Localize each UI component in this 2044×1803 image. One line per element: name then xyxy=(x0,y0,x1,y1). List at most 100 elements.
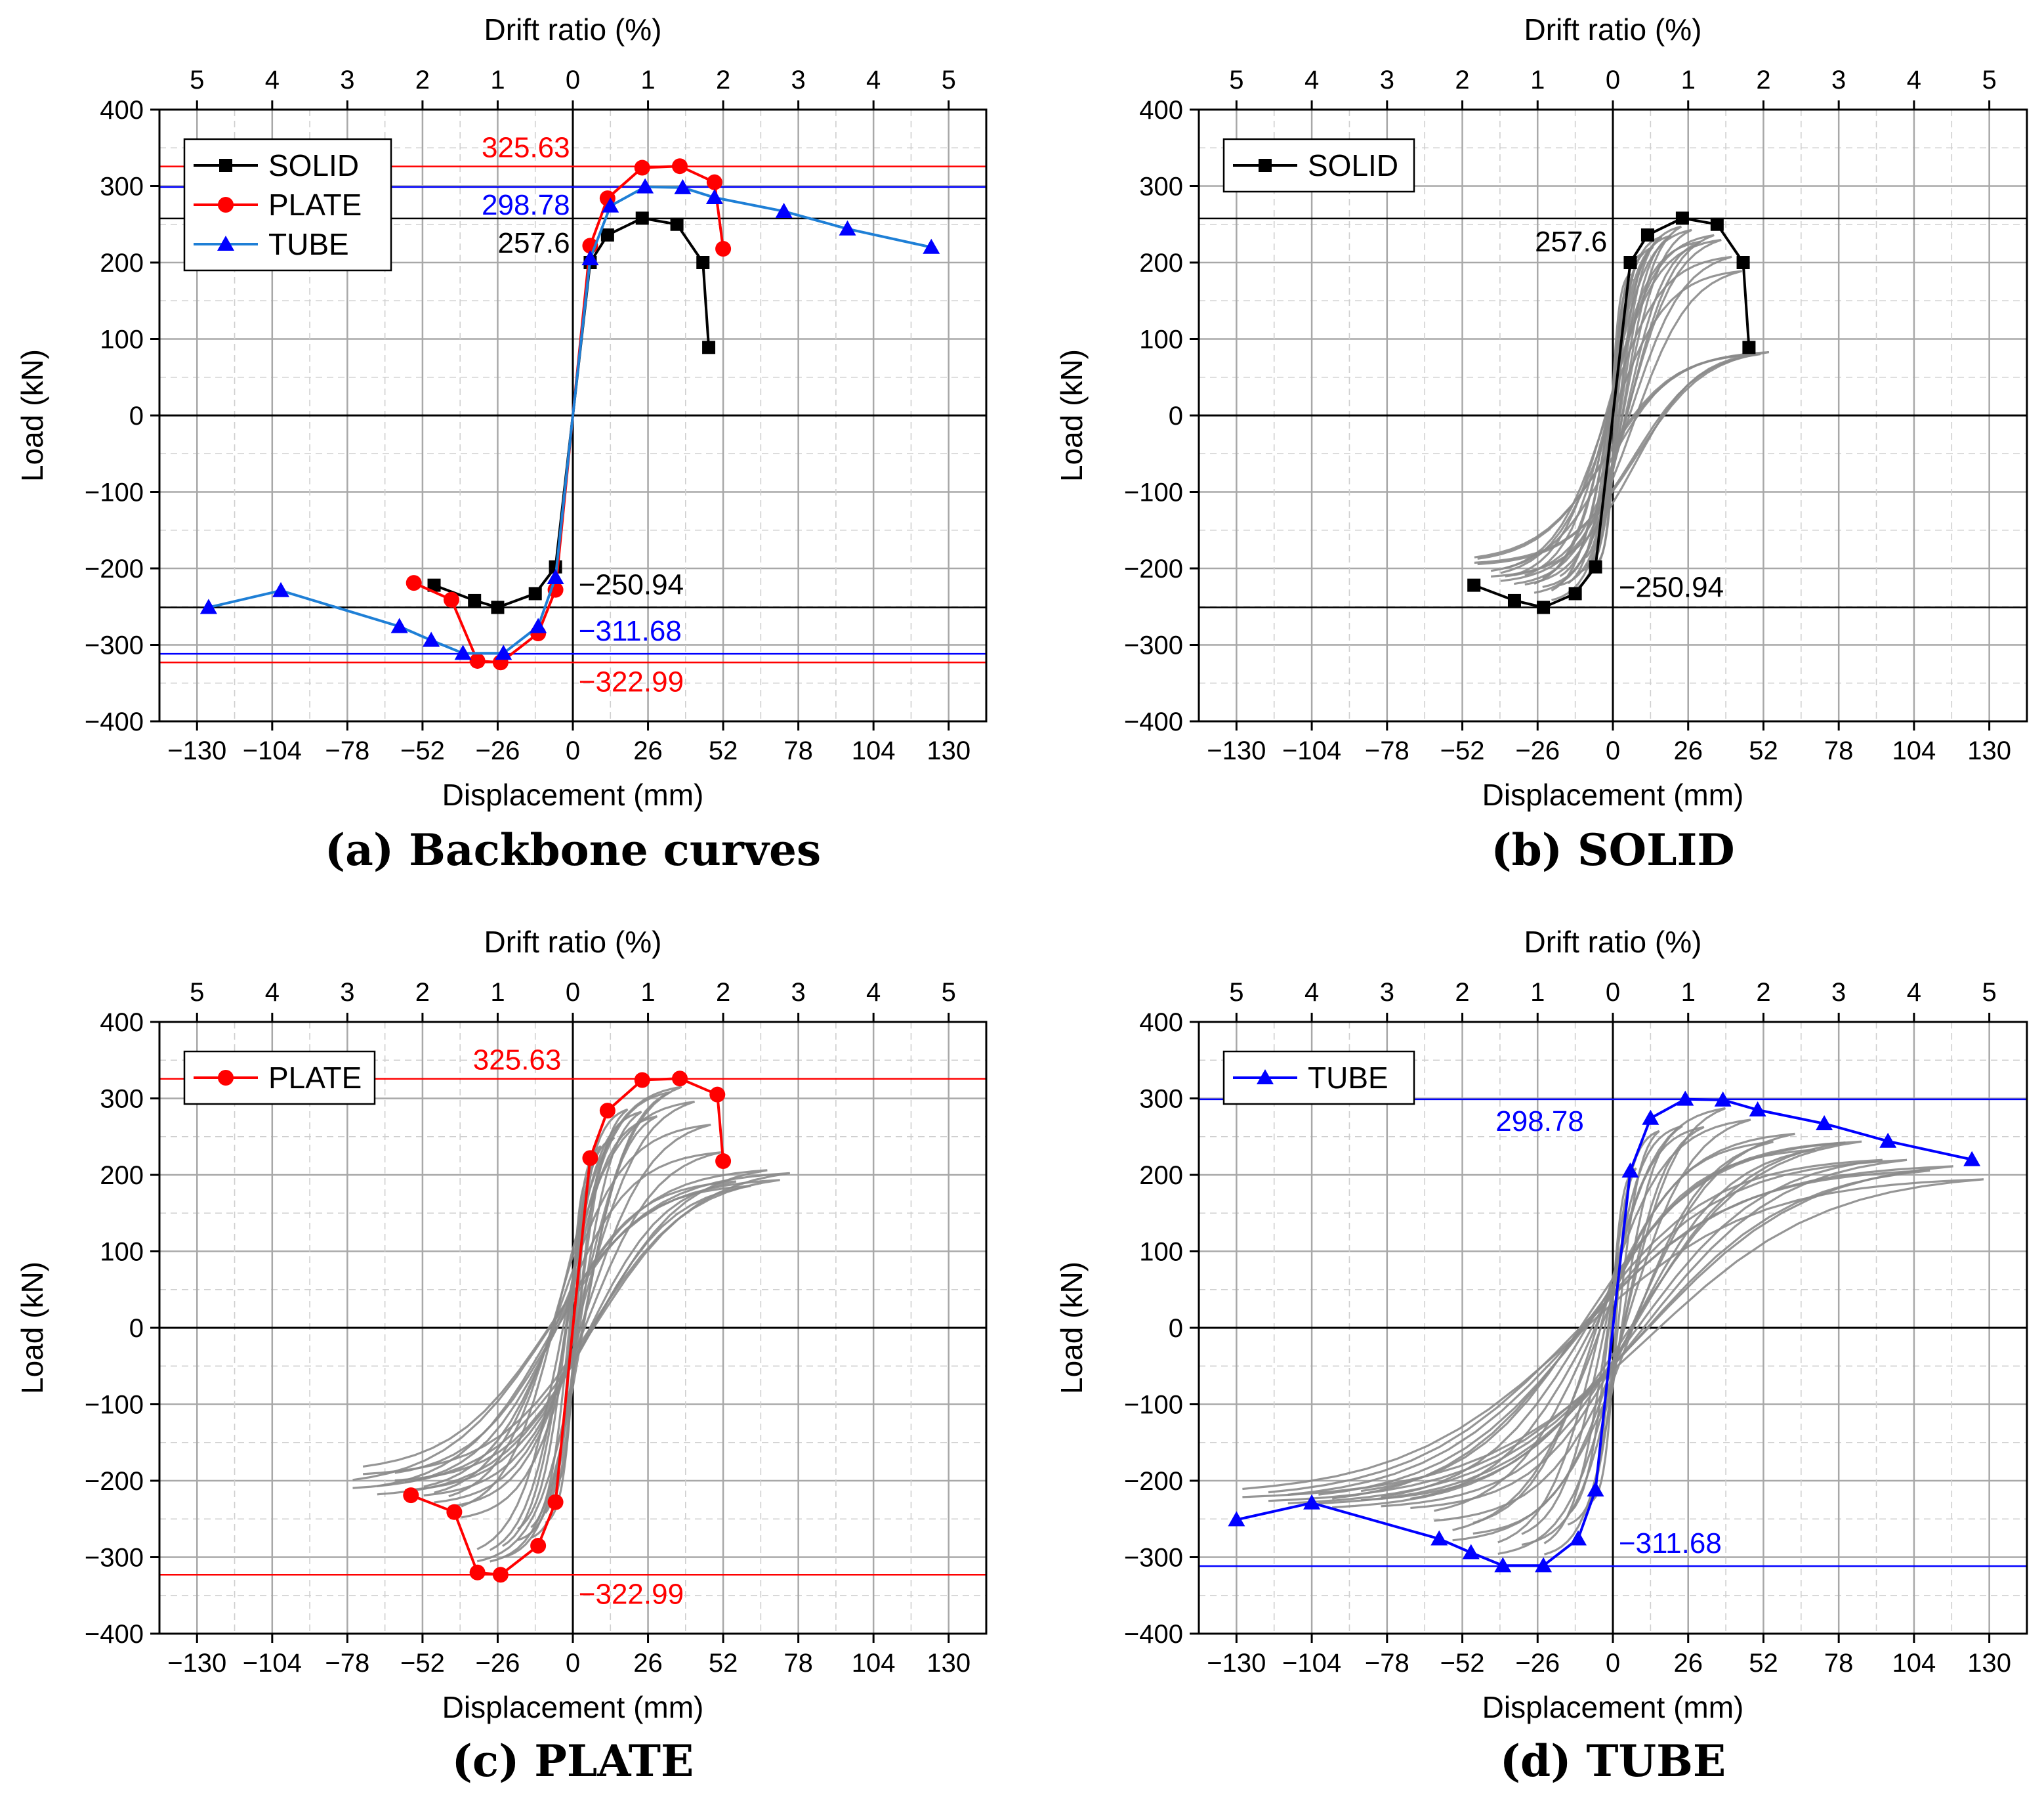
data-point xyxy=(1228,1511,1245,1527)
hysteresis-loop xyxy=(404,1180,737,1492)
x2-tick-label: 0 xyxy=(566,66,580,95)
x2-tick-label: 1 xyxy=(490,66,505,95)
x2-tick-label: 2 xyxy=(1756,978,1770,1007)
y-tick-label: −100 xyxy=(1124,1391,1183,1420)
x-tick-label: −52 xyxy=(400,1649,445,1678)
x2-tick-label: 2 xyxy=(716,978,730,1007)
x2-tick-label: 3 xyxy=(1831,978,1846,1007)
x-tick-label: 52 xyxy=(709,736,738,765)
x-tick-label: 52 xyxy=(1749,1649,1778,1678)
data-point xyxy=(491,601,505,614)
y-axis-label: Load (kN) xyxy=(1054,349,1089,482)
data-point xyxy=(1570,1530,1587,1546)
data-point xyxy=(1677,1090,1694,1106)
data-point xyxy=(1963,1151,1981,1166)
data-point xyxy=(1467,578,1481,592)
hysteresis-loop xyxy=(501,1111,642,1559)
x-tick-label: 104 xyxy=(852,1649,896,1678)
x-axis-label: Displacement (mm) xyxy=(1482,778,1744,812)
series-plate xyxy=(403,1071,732,1583)
x2-tick-label: 2 xyxy=(1455,66,1469,95)
y-tick-label: 300 xyxy=(100,173,144,202)
x-axis-label: Displacement (mm) xyxy=(442,1690,704,1724)
data-point xyxy=(602,197,619,213)
data-point xyxy=(1710,217,1724,231)
hysteresis-loop xyxy=(448,1100,696,1508)
y-tick-label: −100 xyxy=(1124,478,1183,507)
y-axis-label: Load (kN) xyxy=(1054,1262,1089,1394)
x2-tick-label: 4 xyxy=(866,978,881,1007)
y-tick-label: 100 xyxy=(100,1238,144,1267)
x2-tick-label: 4 xyxy=(1304,66,1319,95)
legend-label: PLATE xyxy=(268,1061,362,1095)
reference-label: 257.6 xyxy=(1535,226,1607,258)
x2-tick-label: 4 xyxy=(1907,978,1921,1007)
data-point xyxy=(705,188,723,204)
x2-tick-label: 4 xyxy=(866,66,881,95)
x-tick-label: −78 xyxy=(1365,1649,1409,1678)
x-tick-label: −130 xyxy=(1207,1649,1266,1678)
x2-tick-label: 3 xyxy=(1380,978,1394,1007)
hysteresis-loop xyxy=(362,1179,780,1475)
reference-label: −322.99 xyxy=(579,1578,684,1610)
legend-label: PLATE xyxy=(268,188,362,222)
legend-label: TUBE xyxy=(1308,1061,1388,1095)
x-tick-label: 26 xyxy=(633,736,663,765)
y-tick-label: −200 xyxy=(85,1467,144,1496)
reference-label: −311.68 xyxy=(579,615,682,647)
data-point xyxy=(547,568,564,584)
x2-tick-label: 3 xyxy=(340,978,354,1007)
y-tick-label: 0 xyxy=(1169,1314,1183,1343)
data-point xyxy=(219,159,232,172)
data-point xyxy=(199,599,217,614)
data-point xyxy=(1736,256,1750,269)
data-point xyxy=(582,1150,598,1166)
reference-label: 325.63 xyxy=(482,132,570,164)
hysteresis-loop xyxy=(1242,1178,1984,1498)
legend: TUBE xyxy=(1222,1050,1415,1105)
x-tick-label: −26 xyxy=(1515,736,1560,765)
x-tick-label: −26 xyxy=(1515,1649,1560,1678)
y-tick-label: −300 xyxy=(85,631,144,660)
data-point xyxy=(1257,1069,1274,1084)
data-point xyxy=(218,1070,234,1086)
x2-tick-label: 4 xyxy=(1304,978,1319,1007)
hysteresis-loop xyxy=(1434,1132,1795,1522)
x-tick-label: −104 xyxy=(1282,736,1341,765)
hysteresis-loop xyxy=(517,1108,629,1541)
x-tick-label: 130 xyxy=(1967,736,2011,765)
data-point xyxy=(530,618,547,633)
series-line xyxy=(433,217,711,609)
y-tick-label: 300 xyxy=(100,1085,144,1114)
data-point xyxy=(492,1567,509,1583)
hysteresis-loop xyxy=(1331,1158,1883,1509)
x-tick-label: 26 xyxy=(1673,736,1703,765)
x-tick-label: 130 xyxy=(927,1649,970,1678)
data-point xyxy=(599,1103,615,1119)
x2-tick-label: 5 xyxy=(942,66,956,95)
x2-tick-label: 2 xyxy=(415,66,430,95)
x-tick-label: −52 xyxy=(1440,736,1485,765)
x-tick-label: 104 xyxy=(1892,1649,1936,1678)
data-point xyxy=(1675,211,1689,225)
x2-axis-label: Drift ratio (%) xyxy=(1524,925,1702,959)
x2-tick-label: 5 xyxy=(1982,978,1997,1007)
data-point xyxy=(1714,1091,1732,1107)
reference-label: −322.99 xyxy=(579,666,684,698)
data-point xyxy=(1535,1557,1553,1573)
y-tick-label: 0 xyxy=(129,402,144,431)
hysteresis-loop xyxy=(461,1086,682,1519)
data-point xyxy=(469,1564,486,1580)
data-point xyxy=(1462,1544,1480,1559)
x-tick-label: −52 xyxy=(1440,1649,1485,1678)
x-tick-label: 78 xyxy=(783,1649,813,1678)
data-point xyxy=(1742,341,1756,354)
reference-label: 298.78 xyxy=(1495,1105,1584,1137)
y-tick-label: 0 xyxy=(1169,402,1183,431)
data-point xyxy=(390,618,408,633)
data-point xyxy=(1568,587,1582,601)
data-point xyxy=(1430,1530,1448,1546)
y-tick-label: 200 xyxy=(1139,249,1183,278)
data-point xyxy=(469,652,486,669)
x2-tick-label: 3 xyxy=(791,978,806,1007)
